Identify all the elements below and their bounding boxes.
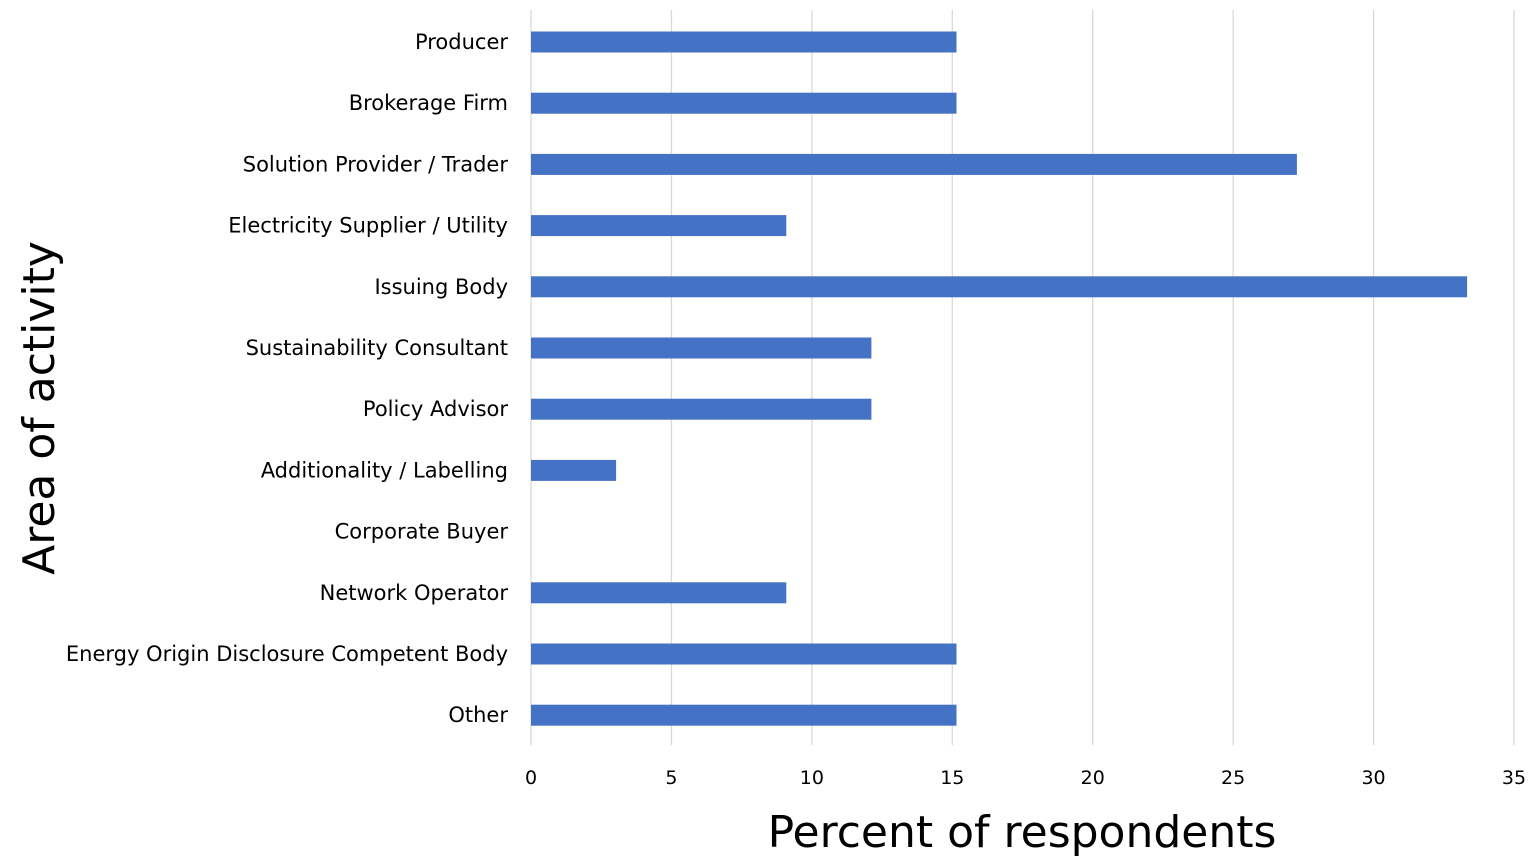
x-tick-label: 15 [940,767,964,789]
x-tick-label: 25 [1221,767,1245,789]
bar [531,398,872,420]
x-tick-label: 20 [1081,767,1105,789]
category-label: Solution Provider / Trader [243,152,509,176]
x-axis-title: Percent of respondents [768,807,1277,856]
x-tick-label: 35 [1502,767,1526,789]
bar [531,31,957,53]
bar [531,337,872,359]
category-labels: Producer Brokerage Firm Solution Provider … [66,30,509,727]
category-label: Other [448,703,508,727]
category-label: Producer [415,30,508,54]
bar [531,276,1468,298]
category-label: Sustainability Consultant [246,336,508,360]
category-label: Energy Origin Disclosure Competent Body [66,642,508,666]
bar [531,643,957,665]
category-label: Corporate Buyer [335,520,509,544]
category-label: Issuing Body [374,275,508,299]
category-label: Network Operator [320,581,509,605]
category-label: Additionality / Labelling [261,458,508,482]
x-tick-label: 5 [665,767,677,789]
x-tick-labels: 0 5 10 15 20 25 30 35 [525,767,1526,789]
category-label: Electricity Supplier / Utility [228,214,508,238]
bars [531,31,1468,726]
x-tick-label: 30 [1361,767,1385,789]
bar [531,153,1297,175]
bar [531,704,957,726]
bar [531,92,957,114]
x-tick-label: 0 [525,767,537,789]
category-label: Policy Advisor [363,397,508,421]
bar [531,459,617,481]
gridlines [530,10,1515,745]
y-axis-title: Area of activity [14,241,65,575]
x-tick-label: 10 [800,767,824,789]
bar [531,582,787,604]
category-label: Brokerage Firm [349,91,508,115]
bar [531,215,787,237]
